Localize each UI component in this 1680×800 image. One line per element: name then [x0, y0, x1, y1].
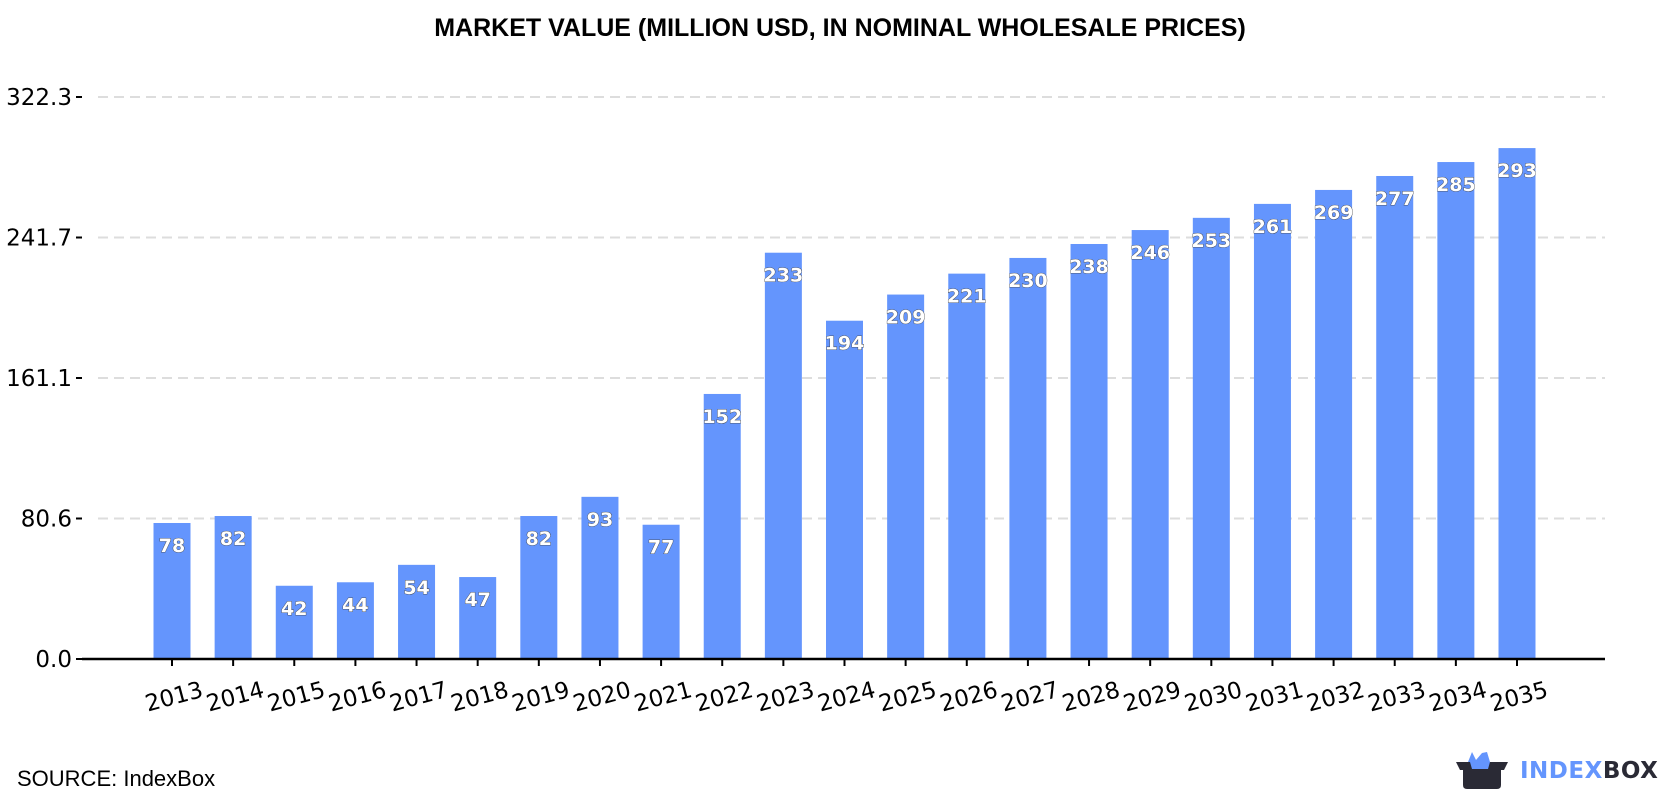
bar [275, 585, 313, 659]
data-label: 152 [702, 406, 742, 428]
x-tick-label: 2027 [998, 677, 1061, 717]
x-tick-label: 2021 [632, 677, 695, 717]
bar [1192, 217, 1230, 659]
y-tick-label: 161.1 [6, 366, 72, 392]
x-tick-label: 2022 [693, 677, 756, 717]
x-tick-label: 2026 [937, 677, 1000, 717]
bar [1437, 162, 1475, 659]
data-label: 230 [1008, 270, 1048, 292]
data-label: 285 [1436, 174, 1476, 196]
x-tick-label: 2023 [754, 677, 817, 717]
data-label: 93 [587, 509, 613, 531]
bar [459, 577, 497, 659]
x-tick-label: 2035 [1488, 677, 1551, 717]
data-label: 194 [825, 333, 865, 355]
bar [153, 522, 191, 659]
data-label: 253 [1191, 230, 1231, 252]
bar [336, 582, 374, 659]
x-tick-label: 2028 [1060, 677, 1123, 717]
x-tick-label: 2024 [815, 677, 878, 717]
data-label: 277 [1375, 188, 1415, 210]
bar [703, 393, 741, 659]
bar [520, 516, 558, 659]
data-label: 246 [1130, 242, 1170, 264]
x-tick-label: 2019 [509, 677, 572, 717]
bar [948, 273, 986, 659]
data-label: 44 [342, 594, 368, 616]
logo-text: INDEXBOX [1520, 758, 1658, 784]
data-label: 261 [1253, 216, 1293, 238]
data-label: 82 [526, 528, 552, 550]
data-label: 209 [886, 307, 926, 329]
bar-chart: 0.0 80.6 161.1 241.7 322.3 78 2013 82 2014 42 2015… [6, 85, 1605, 717]
data-label: 47 [464, 589, 490, 611]
data-label: 269 [1314, 202, 1354, 224]
data-label: 82 [220, 528, 246, 550]
bar [1070, 243, 1108, 659]
data-label: 77 [648, 537, 674, 559]
x-tick-label: 2025 [876, 677, 939, 717]
x-tick-label: 2015 [265, 677, 328, 717]
bar [1253, 203, 1291, 660]
x-tick-label: 2031 [1243, 677, 1306, 717]
bar [826, 320, 863, 659]
x-tick-label: 2020 [571, 677, 634, 717]
bar [214, 516, 252, 659]
logo-text-box: BOX [1602, 758, 1659, 784]
x-tick-label: 2029 [1121, 677, 1184, 717]
bar [887, 294, 925, 659]
bar [1376, 175, 1414, 659]
y-tick-label: 241.7 [6, 226, 72, 252]
x-tick-label: 2013 [143, 677, 206, 717]
chart-title: MARKET VALUE (MILLION USD, IN NOMINAL WH… [434, 14, 1246, 42]
bar [398, 564, 436, 659]
bar [1315, 189, 1353, 659]
bar [581, 496, 619, 659]
x-tick-label: 2018 [448, 677, 511, 717]
data-label: 221 [947, 286, 987, 308]
y-tick-label: 0.0 [35, 647, 72, 673]
data-label: 233 [764, 265, 804, 287]
x-tick-label: 2014 [204, 677, 267, 717]
x-tick-label: 2016 [326, 677, 389, 717]
bar [1131, 230, 1169, 660]
logo-text-index: INDEX [1520, 758, 1603, 784]
data-label: 42 [281, 598, 307, 620]
x-tick-label: 2033 [1365, 677, 1428, 717]
data-label: 293 [1497, 160, 1537, 182]
data-label: 54 [403, 577, 429, 599]
y-tick-label: 80.6 [21, 507, 72, 533]
bar [764, 252, 802, 659]
x-tick-label: 2034 [1426, 677, 1489, 717]
bar [642, 524, 680, 659]
bar [1498, 148, 1536, 659]
x-tick-label: 2032 [1304, 677, 1367, 717]
x-tick-label: 2030 [1182, 677, 1245, 717]
bar [1009, 257, 1047, 659]
data-label: 78 [159, 535, 185, 557]
data-label: 238 [1069, 256, 1109, 278]
x-tick-label: 2017 [387, 677, 450, 717]
source-label: SOURCE: IndexBox [17, 766, 216, 791]
indexbox-logo[interactable]: INDEXBOX [1456, 752, 1658, 790]
y-tick-label: 322.3 [6, 85, 72, 111]
box-icon [1456, 752, 1508, 789]
